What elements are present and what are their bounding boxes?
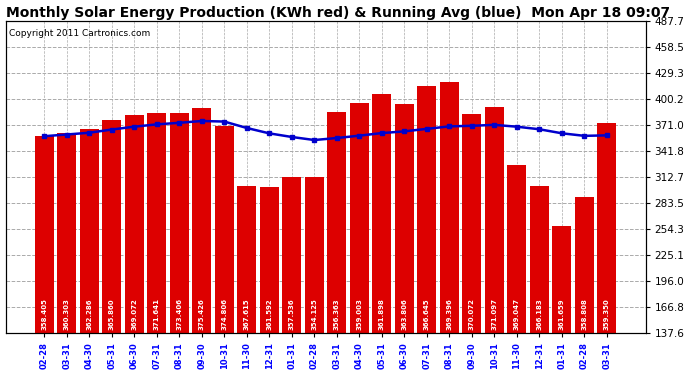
Text: 361.592: 361.592 (266, 298, 273, 330)
Bar (57, 133, 77, 375)
Bar (372, 94, 391, 375)
Bar (282, 177, 302, 375)
Text: 361.659: 361.659 (559, 298, 565, 330)
Text: 365.860: 365.860 (109, 298, 115, 330)
Text: 366.645: 366.645 (424, 298, 430, 330)
Text: 373.406: 373.406 (176, 298, 182, 330)
Bar (125, 115, 144, 375)
Bar (102, 120, 121, 375)
Bar (485, 106, 504, 375)
Bar (259, 187, 279, 375)
Text: 361.898: 361.898 (379, 298, 385, 330)
Text: Copyright 2011 Cartronics.com: Copyright 2011 Cartronics.com (9, 28, 150, 38)
Bar (552, 226, 571, 375)
Text: 358.405: 358.405 (41, 298, 47, 330)
Bar (530, 186, 549, 375)
Bar (598, 123, 616, 375)
Bar (215, 126, 234, 375)
Bar (237, 186, 257, 375)
Text: 374.806: 374.806 (221, 298, 227, 330)
Bar (170, 113, 189, 375)
Bar (575, 197, 594, 375)
Bar (417, 86, 436, 375)
Text: 369.047: 369.047 (514, 298, 520, 330)
Text: 358.808: 358.808 (582, 298, 587, 330)
Bar (395, 104, 414, 375)
Text: Monthly Solar Energy Production (KWh red) & Running Avg (blue)  Mon Apr 18 09:07: Monthly Solar Energy Production (KWh red… (6, 6, 670, 20)
Bar (507, 165, 526, 375)
Text: 369.072: 369.072 (131, 298, 137, 330)
Bar (193, 108, 211, 375)
Text: 359.350: 359.350 (604, 298, 610, 330)
Text: 371.641: 371.641 (154, 298, 160, 330)
Bar (350, 103, 369, 375)
Text: 375.426: 375.426 (199, 298, 205, 330)
Text: 362.286: 362.286 (86, 298, 92, 330)
Bar (79, 129, 99, 375)
Text: 357.536: 357.536 (289, 298, 295, 330)
Text: 369.396: 369.396 (446, 298, 453, 330)
Text: 354.125: 354.125 (311, 298, 317, 330)
Text: 367.615: 367.615 (244, 298, 250, 330)
Bar (327, 112, 346, 375)
Bar (462, 114, 482, 375)
Text: 360.303: 360.303 (63, 298, 70, 330)
Bar (440, 82, 459, 375)
Text: 363.806: 363.806 (402, 298, 407, 330)
Text: 366.183: 366.183 (536, 298, 542, 330)
Text: 370.072: 370.072 (469, 298, 475, 330)
Bar (34, 136, 54, 375)
Bar (305, 177, 324, 375)
Bar (147, 113, 166, 375)
Text: 359.003: 359.003 (356, 298, 362, 330)
Text: 371.097: 371.097 (491, 298, 497, 330)
Text: 356.363: 356.363 (334, 298, 339, 330)
